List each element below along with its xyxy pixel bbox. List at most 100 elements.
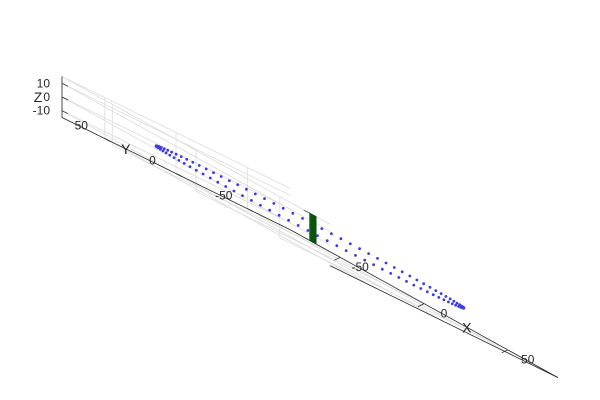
scatter-point (348, 242, 352, 246)
scatter-point (354, 254, 357, 257)
scatter-point (191, 160, 195, 164)
y-tick-mark (175, 173, 183, 177)
scatter-point (201, 172, 205, 176)
scatter-point (212, 171, 215, 175)
box-back-edge (61, 76, 291, 189)
y-tick-label: -50 (215, 189, 233, 203)
scatter-point (268, 208, 272, 212)
scatter-point (232, 189, 236, 193)
z-tick-mark (61, 96, 69, 101)
scatter-point (434, 289, 438, 292)
x-tick-mark (417, 303, 425, 307)
scatter-point (425, 290, 429, 294)
scatter-point (459, 305, 463, 309)
scatter-point (236, 183, 240, 187)
scatter-point (412, 283, 416, 287)
scatter-point (437, 296, 441, 299)
scatter-point (204, 167, 208, 171)
scatter-point (320, 227, 324, 231)
scatter-point (208, 176, 212, 180)
grid-layer (61, 76, 516, 357)
y-tick-label: 0 (149, 154, 156, 168)
scatter-point (450, 302, 454, 306)
scatter-point (157, 145, 161, 149)
scatter-point (384, 261, 388, 265)
scatter-point (253, 192, 257, 196)
y-tick-mark (104, 138, 111, 142)
grid-line-floor-y (247, 208, 516, 357)
scatter-point (281, 206, 285, 210)
scatter-point (455, 301, 459, 305)
scatter-point (448, 297, 452, 301)
scatter-point (168, 153, 172, 157)
scatter-point (219, 175, 223, 178)
series-layer (154, 144, 466, 310)
scatter-point (452, 299, 456, 303)
scatter-point (185, 157, 189, 161)
scatter-point (335, 244, 339, 248)
scatter-point (182, 162, 186, 165)
z-tick-label: 10 (37, 76, 51, 90)
x-tick-label: 50 (521, 353, 535, 367)
scatter-point (457, 305, 460, 308)
scatter-point (325, 239, 329, 243)
box-back-edge (61, 76, 331, 225)
scatter-point (397, 276, 401, 279)
x-tick-mark (334, 256, 341, 261)
scatter-point (277, 213, 281, 217)
grid-line-floor-y (104, 138, 373, 287)
scatter-point (392, 266, 396, 269)
scatter-point (367, 252, 370, 256)
scatter-point (194, 168, 198, 172)
y-tick-label: 50 (75, 119, 89, 133)
scatter-point (227, 179, 231, 183)
scatter-point (272, 202, 276, 205)
scatter-point (166, 148, 170, 152)
scatter-point (174, 152, 178, 156)
scatter-point (179, 155, 183, 159)
cuboid-side-face (310, 213, 317, 245)
grid-line-wall-z (61, 82, 331, 232)
scatter-point (188, 165, 192, 169)
cuboid-top-face (303, 209, 317, 217)
scatter-point (177, 159, 181, 162)
x-tick-mark (501, 349, 508, 354)
scatter-point (161, 149, 165, 153)
scatter-point (170, 150, 174, 154)
x-tick-label: -50 (352, 260, 370, 274)
scatter-point (439, 292, 443, 295)
scatter-point (344, 249, 348, 253)
x-tick-label: 0 (441, 306, 448, 320)
scatter-point (316, 234, 319, 238)
scatter-point (164, 151, 168, 155)
scatter-point (419, 287, 423, 290)
scatter-point (241, 194, 244, 198)
scatter-point (291, 211, 295, 215)
scatter-point (372, 263, 375, 267)
scatter-point (405, 280, 408, 283)
scatter-point (287, 218, 290, 222)
scatter-point (250, 199, 253, 202)
scatter-point (442, 298, 446, 302)
scatter-point (301, 217, 304, 220)
scatter-point (358, 247, 361, 251)
scatter-point (428, 285, 432, 289)
scatter-point (259, 203, 262, 207)
z-tick-label: 0 (43, 90, 50, 104)
scatter-point (376, 257, 379, 260)
y-tick-mark (247, 208, 254, 212)
z-tick-mark (61, 110, 69, 115)
x-axis-label: X (462, 320, 472, 336)
scatter-point (160, 146, 163, 149)
scatter-point (245, 187, 248, 191)
grid-line-wall-z (61, 110, 331, 260)
scatter-point (422, 282, 426, 286)
scatter-point (339, 237, 343, 241)
scatter-point (408, 274, 412, 278)
scatter-point (306, 229, 310, 232)
scatter-point (197, 164, 201, 167)
z-axis-label: Z (34, 89, 43, 105)
